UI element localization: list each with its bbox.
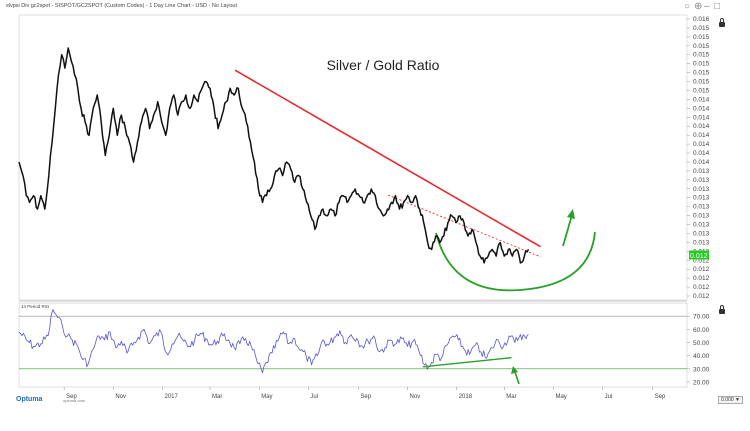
rsi-y-tick-label: 20.00 bbox=[693, 380, 710, 387]
rsi-annotations bbox=[422, 356, 520, 385]
brand-url: optuma.com bbox=[63, 398, 86, 403]
y-tick-label: 0.014 bbox=[693, 96, 710, 103]
x-tick-label: Sep bbox=[66, 394, 77, 400]
y-tick-label: 0.014 bbox=[693, 159, 710, 166]
y-tick-label: 0.013 bbox=[693, 168, 710, 175]
arrow-shaft bbox=[562, 214, 573, 247]
x-tick-label: May bbox=[261, 394, 272, 400]
y-tick-label: 0.012 bbox=[693, 293, 710, 300]
y-tick-label: 0.013 bbox=[693, 222, 710, 229]
y-tick-label: 0.015 bbox=[693, 61, 710, 68]
rsi-y-tick-label: 50.00 bbox=[693, 340, 710, 347]
rsi-arrow-up-icon bbox=[511, 366, 518, 374]
x-tick-label: Jul bbox=[310, 394, 318, 400]
x-tick-label: 2017 bbox=[164, 394, 178, 400]
y-tick-label: 0.013 bbox=[693, 239, 710, 246]
arrow-up-icon bbox=[567, 209, 575, 219]
scale-readout[interactable]: 0.000 ▼ bbox=[718, 396, 743, 404]
rsi-y-tick-label: 30.00 bbox=[693, 366, 710, 373]
x-tick-label: Mar bbox=[506, 394, 516, 400]
y-tick-label: 0.013 bbox=[693, 204, 710, 211]
settings-icon[interactable]: ⊕ bbox=[694, 1, 703, 12]
brand-logo: Optuma bbox=[16, 396, 43, 403]
x-tick-label: Sep bbox=[655, 394, 666, 400]
x-tick-label: Sep bbox=[360, 394, 371, 400]
y-tick-label: 0.014 bbox=[693, 123, 710, 130]
y-tick-label: 0.012 bbox=[693, 284, 710, 291]
rsi-y-tick-label: 40.00 bbox=[693, 353, 710, 360]
dotted-trendline bbox=[388, 194, 541, 258]
y-tick-label: 0.013 bbox=[693, 230, 710, 237]
y-tick-label: 0.013 bbox=[693, 177, 710, 184]
y-tick-label: 0.012 bbox=[693, 266, 710, 273]
rsi-y-axis: 70.00 60.00 50.00 40.00 30.00 20.00 bbox=[687, 314, 710, 387]
y-tick-label: 0.014 bbox=[693, 150, 710, 157]
y-tick-label: 0.012 bbox=[693, 275, 710, 282]
x-tick-label: Jul bbox=[605, 394, 613, 400]
rsi-divergence-trendline bbox=[422, 356, 512, 368]
lock-icon[interactable] bbox=[719, 18, 725, 27]
y-tick-label: 0.015 bbox=[693, 34, 710, 41]
x-tick-label: Nov bbox=[115, 394, 126, 400]
y-tick-label: 0.013 bbox=[693, 195, 710, 202]
last-value-label: 0.012 bbox=[690, 253, 708, 260]
rounding-bottom-arc bbox=[435, 231, 596, 292]
x-axis: Sep Nov 2017 Mar May Jul Sep Nov 2018 Mar May Jul Se… bbox=[63, 387, 666, 400]
price-annotations bbox=[234, 69, 596, 292]
rsi-reference-lines bbox=[19, 315, 687, 370]
maximize-icon[interactable]: □ bbox=[714, 1, 721, 12]
y-tick-label: 0.014 bbox=[693, 132, 710, 139]
y-tick-label: 0.015 bbox=[693, 70, 710, 77]
y-tick-label: 0.014 bbox=[693, 105, 710, 112]
rsi-y-tick-label: 60.00 bbox=[693, 327, 710, 334]
x-tick-label: 2018 bbox=[459, 394, 473, 400]
y-tick-label: 0.015 bbox=[693, 25, 710, 32]
rsi-lock-icon[interactable] bbox=[719, 305, 725, 314]
price-line bbox=[18, 47, 530, 264]
y-tick-label: 0.014 bbox=[693, 114, 710, 121]
rsi-series bbox=[18, 309, 529, 374]
y-tick-label: 0.013 bbox=[693, 186, 710, 193]
y-tick-label: 0.014 bbox=[693, 141, 710, 148]
y-tick-label: 0.015 bbox=[693, 79, 710, 86]
y-tick-label: 0.016 bbox=[693, 16, 710, 23]
rsi-panel-frame bbox=[18, 302, 688, 388]
chart-title: Silver / Gold Ratio bbox=[327, 57, 440, 73]
close-icon[interactable]: ○ bbox=[684, 1, 691, 12]
y-tick-label: 0.015 bbox=[693, 52, 710, 59]
x-tick-label: Nov bbox=[410, 394, 421, 400]
price-panel-frame bbox=[18, 14, 688, 301]
resistance-trendline bbox=[234, 69, 541, 248]
rsi-line bbox=[18, 309, 529, 374]
x-tick-label: May bbox=[555, 394, 566, 400]
rsi-series-label: 14 Period RSI bbox=[21, 304, 49, 309]
y-tick-label: 0.012 bbox=[693, 257, 710, 264]
price-series bbox=[18, 47, 530, 264]
last-value-badge bbox=[689, 250, 709, 260]
y-tick-label: 0.015 bbox=[693, 87, 710, 94]
minimize-icon[interactable]: – bbox=[704, 1, 710, 12]
x-tick-label: Mar bbox=[212, 394, 222, 400]
y-tick-label: 0.013 bbox=[693, 213, 710, 220]
chart-header-title: slvpsi Div gc2spot - SISPOT/GC2SPOT (Cus… bbox=[6, 3, 237, 9]
rsi-arrow-shaft bbox=[514, 371, 520, 385]
y-tick-label: 0.015 bbox=[693, 43, 710, 50]
price-y-axis: 0.0160.0150.0150.0150.0150.0150.0150.015… bbox=[687, 16, 710, 300]
rsi-y-tick-label: 70.00 bbox=[693, 314, 710, 321]
